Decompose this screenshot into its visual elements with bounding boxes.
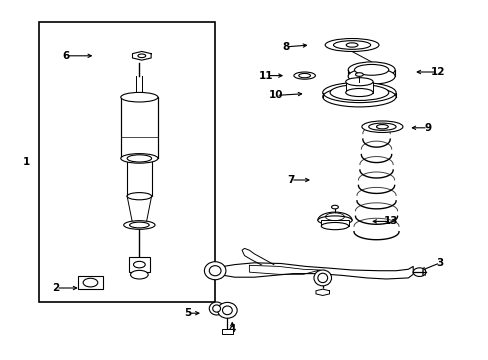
Ellipse shape [345,89,372,96]
Ellipse shape [204,262,225,280]
Ellipse shape [212,305,220,312]
Ellipse shape [138,54,145,58]
Polygon shape [315,289,329,296]
Ellipse shape [121,93,158,102]
Bar [345,82,372,93]
Ellipse shape [412,268,425,276]
Ellipse shape [293,72,315,79]
Ellipse shape [347,68,394,84]
Ellipse shape [354,64,388,75]
Text: 2: 2 [53,283,60,293]
Ellipse shape [317,273,327,283]
Polygon shape [212,263,412,279]
Bar [39,22,215,302]
Bar [78,276,102,289]
Ellipse shape [321,222,348,230]
Polygon shape [132,51,151,60]
Text: 13: 13 [383,216,398,226]
Polygon shape [317,212,351,220]
Ellipse shape [322,82,395,103]
Ellipse shape [346,43,357,47]
Text: 6: 6 [62,51,69,61]
Text: 5: 5 [184,308,191,318]
Ellipse shape [217,302,237,318]
Ellipse shape [209,302,224,315]
Text: 1: 1 [23,157,30,167]
Bar [128,257,150,272]
Text: 9: 9 [424,123,430,133]
Bar [221,329,233,334]
Ellipse shape [345,78,372,86]
Bar [321,220,348,226]
Text: 10: 10 [268,90,283,100]
Ellipse shape [123,221,155,229]
Text: 12: 12 [429,67,444,77]
Ellipse shape [317,216,351,225]
Ellipse shape [121,154,158,163]
Ellipse shape [129,222,149,228]
Text: 11: 11 [259,71,273,81]
Ellipse shape [127,193,151,200]
Ellipse shape [325,39,378,51]
Ellipse shape [329,85,388,100]
Ellipse shape [83,278,98,287]
Text: 4: 4 [228,324,236,334]
Text: 3: 3 [436,258,443,268]
Ellipse shape [376,125,387,129]
Ellipse shape [313,270,331,286]
Ellipse shape [209,266,221,276]
Ellipse shape [355,73,363,76]
Ellipse shape [361,121,402,132]
Bar [127,158,151,196]
Ellipse shape [133,261,145,268]
Ellipse shape [130,270,148,279]
Ellipse shape [127,155,151,162]
Text: 8: 8 [282,42,289,52]
Ellipse shape [333,41,370,49]
Ellipse shape [347,62,394,78]
Ellipse shape [368,123,395,130]
Polygon shape [127,196,151,223]
Text: 7: 7 [286,175,294,185]
Bar [121,97,158,158]
Ellipse shape [222,306,232,315]
Ellipse shape [298,73,310,78]
Ellipse shape [331,205,338,209]
